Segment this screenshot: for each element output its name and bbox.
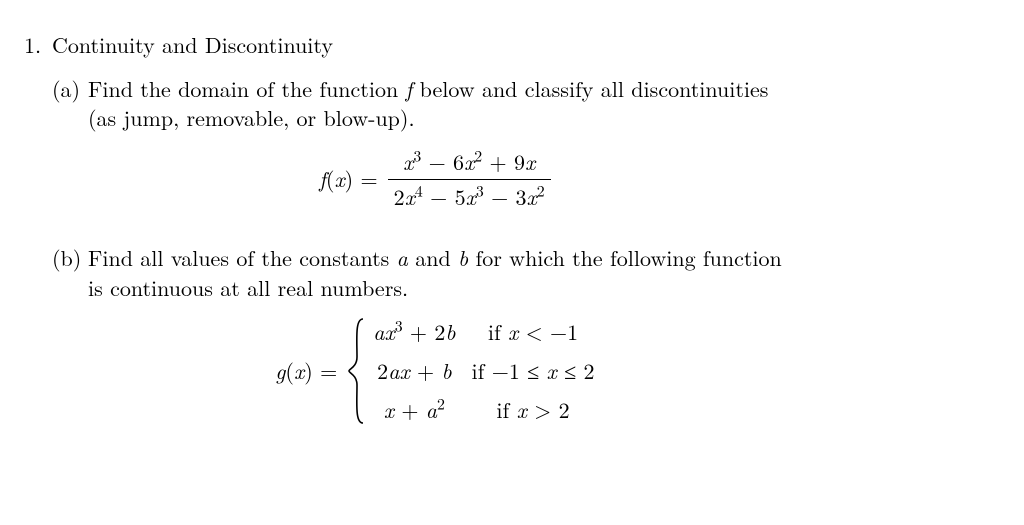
pa-lhs-f: f [319,163,326,194]
problem-number: 1. [24,30,52,457]
pb-lhs: g(x) = [275,356,337,386]
case2-cond: if −1 ≤ x ≤ 2 [472,356,595,386]
pa-denominator: 2x4 − 5x3 − 3x2 [388,180,551,212]
subparts: (a) Find the domain of the function f be… [52,74,782,439]
case1-expr: ax3 + 2b [373,317,455,347]
pa-text1b: below and classify all discontinuities [412,73,768,104]
pb-text2: is continuous at all real numbers. [88,272,408,303]
pb-equation: g(x) = ax3 + 2b if x < −1 2ax + b if −1 … [88,317,782,425]
problem-title: Continuity and Discontinuity [52,30,782,60]
subpart-b-label: (b) [52,243,88,438]
subpart-b-body: Find all values of the constants a and b… [88,243,782,438]
pb-a-sym: a [397,242,408,273]
pb-cases: ax3 + 2b if x < −1 2ax + b if −1 ≤ x ≤ 2… [367,317,594,425]
pa-eq-line: f(x) = x3 − 6x2 + 9x 2x4 − 5x3 − 3x2 [319,147,551,211]
pa-text1: Find the domain of the function [88,73,406,104]
pb-and: and [408,242,458,273]
pa-numerator: x3 − 6x2 + 9x [388,147,551,180]
pa-equation: f(x) = x3 − 6x2 + 9x 2x4 − 5x3 − 3x2 [88,147,782,211]
pb-eq-line: g(x) = ax3 + 2b if x < −1 2ax + b if −1 … [275,317,594,425]
pa-lhs-arg: x [334,163,344,194]
problem: 1. Continuity and Discontinuity (a) Find… [24,30,994,457]
pb-lhs-arg: x [294,355,304,386]
problem-content: Continuity and Discontinuity (a) Find th… [52,30,782,457]
case2-expr: 2ax + b [373,356,455,386]
case1-cond: if x < −1 [472,317,595,347]
subpart-a-body: Find the domain of the function f below … [88,74,782,226]
pb-piecewise: ax3 + 2b if x < −1 2ax + b if −1 ≤ x ≤ 2… [347,317,594,425]
pb-text1b: for which the following function [468,242,782,273]
pb-lhs-g: g [275,355,285,386]
left-brace-icon [347,317,367,425]
subpart-b: (b) Find all values of the constants a a… [52,243,782,438]
pa-fraction: x3 − 6x2 + 9x 2x4 − 5x3 − 3x2 [388,147,551,211]
pb-text1a: Find all values of the constants [88,242,397,273]
pa-lhs: f(x) = [319,164,378,194]
pa-text2: (as jump, removable, or blow-up). [88,102,415,133]
subpart-a-label: (a) [52,74,88,226]
pb-b-sym: b [458,242,468,273]
case3-expr: x + a2 [373,395,455,425]
subpart-a: (a) Find the domain of the function f be… [52,74,782,226]
case3-cond: if x > 2 [472,395,595,425]
